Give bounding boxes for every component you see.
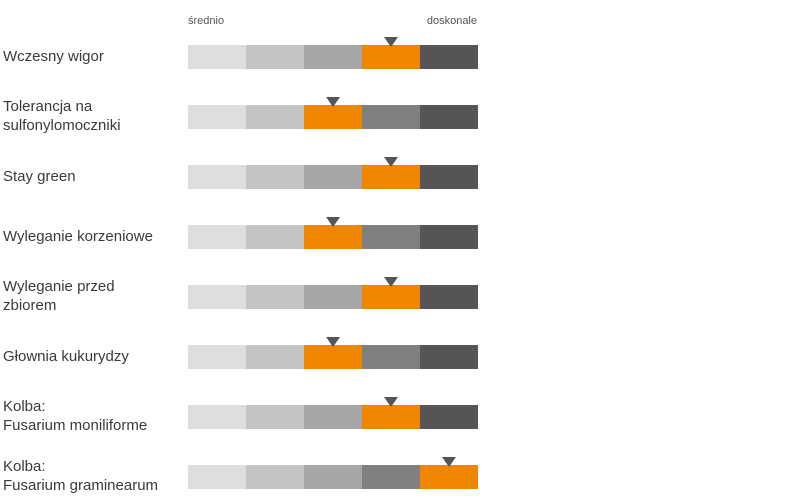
trait-label: Wyleganie przed zbiorem [3, 278, 115, 314]
rating-marker-icon [384, 157, 398, 167]
rating-segment-selected [362, 285, 420, 309]
rating-segment [188, 405, 246, 429]
trait-label: Wyleganie korzeniowe [3, 228, 153, 245]
trait-row: Stay green [0, 157, 800, 189]
scale-max-label: doskonale [426, 15, 477, 27]
rating-marker-icon [326, 97, 340, 107]
rating-segment-selected [362, 45, 420, 69]
rating-bar [188, 345, 478, 369]
rating-bar [188, 465, 478, 489]
rating-bar [188, 225, 478, 249]
rating-segment-selected [420, 465, 478, 489]
trait-row: Tolerancja na sulfonylomoczniki [0, 97, 800, 134]
rating-segment [304, 465, 362, 489]
trait-label: Głownia kukurydzy [3, 348, 129, 365]
rating-segment [246, 465, 304, 489]
rating-segment [188, 105, 246, 129]
trait-row: Wyleganie przed zbiorem [0, 277, 800, 314]
rating-segment-selected [362, 165, 420, 189]
rating-segment [188, 465, 246, 489]
rating-segment [246, 45, 304, 69]
rating-marker-icon [384, 37, 398, 47]
trait-label: Tolerancja na sulfonylomoczniki [3, 98, 121, 134]
rating-segment-selected [304, 345, 362, 369]
rating-segment [420, 285, 478, 309]
rating-segment [304, 45, 362, 69]
rating-segment [246, 105, 304, 129]
trait-row: Wczesny wigor [0, 37, 800, 69]
rating-segment [188, 345, 246, 369]
trait-row: Głownia kukurydzy [0, 337, 800, 369]
rating-marker-icon [442, 457, 456, 467]
trait-label: Kolba: Fusarium graminearum [3, 458, 159, 494]
rating-segment-selected [304, 225, 362, 249]
scale-min-label: średnio [188, 15, 225, 27]
rating-segment [420, 45, 478, 69]
rating-segment [420, 405, 478, 429]
trait-row: Kolba: Fusarium moniliforme [0, 397, 800, 434]
trait-label: Stay green [3, 168, 76, 185]
rating-segment [246, 165, 304, 189]
rating-bar [188, 285, 478, 309]
rating-segment [246, 405, 304, 429]
rating-segment [362, 345, 420, 369]
trait-label: Kolba: Fusarium moniliforme [3, 398, 148, 434]
rating-segment [304, 285, 362, 309]
rating-bar [188, 405, 478, 429]
rating-segment [246, 345, 304, 369]
rating-marker-icon [384, 397, 398, 407]
rating-segment [188, 225, 246, 249]
rating-segment [246, 285, 304, 309]
rating-bar [188, 165, 478, 189]
rating-bar [188, 45, 478, 69]
rating-segment [246, 225, 304, 249]
rating-segment [362, 465, 420, 489]
rating-segment [362, 225, 420, 249]
rating-segment [420, 225, 478, 249]
rating-segment [362, 105, 420, 129]
rating-segment [420, 345, 478, 369]
rating-segment [420, 105, 478, 129]
rating-segment [188, 45, 246, 69]
rating-segment [420, 165, 478, 189]
rating-segment-selected [304, 105, 362, 129]
rating-marker-icon [326, 217, 340, 227]
rating-segment [304, 405, 362, 429]
rating-bar [188, 105, 478, 129]
rating-segment [188, 285, 246, 309]
rating-marker-icon [384, 277, 398, 287]
rating-marker-icon [326, 337, 340, 347]
trait-row: Wyleganie korzeniowe [0, 217, 800, 249]
trait-row: Kolba: Fusarium graminearum [0, 457, 800, 494]
trait-label: Wczesny wigor [3, 48, 104, 65]
rating-segment [304, 165, 362, 189]
rating-segment [188, 165, 246, 189]
rating-segment-selected [362, 405, 420, 429]
